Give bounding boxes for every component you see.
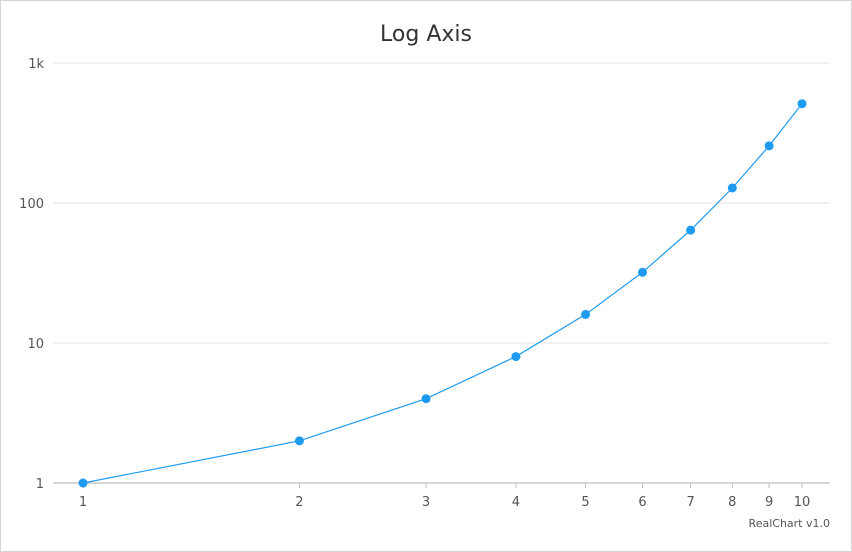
series-points [78,99,807,488]
data-point[interactable] [637,267,647,277]
x-tick-label: 3 [422,495,430,510]
x-tick-label: 4 [512,495,520,510]
x-tick-label: 1 [79,495,87,510]
x-axis-tick-labels: 1 2 3 4 5 6 7 8 9 10 [79,495,810,510]
data-point[interactable] [764,141,774,151]
y-gridlines [53,62,830,344]
y-tick-label: 10 [27,337,44,352]
y-tick-label: 100 [19,197,44,212]
data-point[interactable] [727,183,737,193]
series-line [82,103,803,484]
axes [53,482,830,488]
data-point[interactable] [78,478,88,488]
x-tick-label: 2 [295,495,303,510]
x-tick-label: 9 [765,495,773,510]
series-lines [82,103,803,484]
data-point[interactable] [686,225,696,235]
x-tick-label: 7 [686,495,694,510]
x-tick-label: 6 [638,495,646,510]
x-tick-label: 5 [581,495,589,510]
data-point[interactable] [294,436,304,446]
data-point[interactable] [421,394,431,404]
y-tick-label: 1 [36,477,44,492]
x-tick-label: 8 [728,495,736,510]
data-point[interactable] [581,309,591,319]
chart-title: Log Axis [380,22,472,47]
data-point[interactable] [511,352,521,362]
x-tick-label: 10 [794,495,811,510]
y-axis-tick-labels: 1 10 100 1k [19,57,44,492]
y-tick-label: 1k [28,57,44,72]
credit-label: RealChart v1.0 [748,517,830,530]
data-point[interactable] [797,99,807,109]
